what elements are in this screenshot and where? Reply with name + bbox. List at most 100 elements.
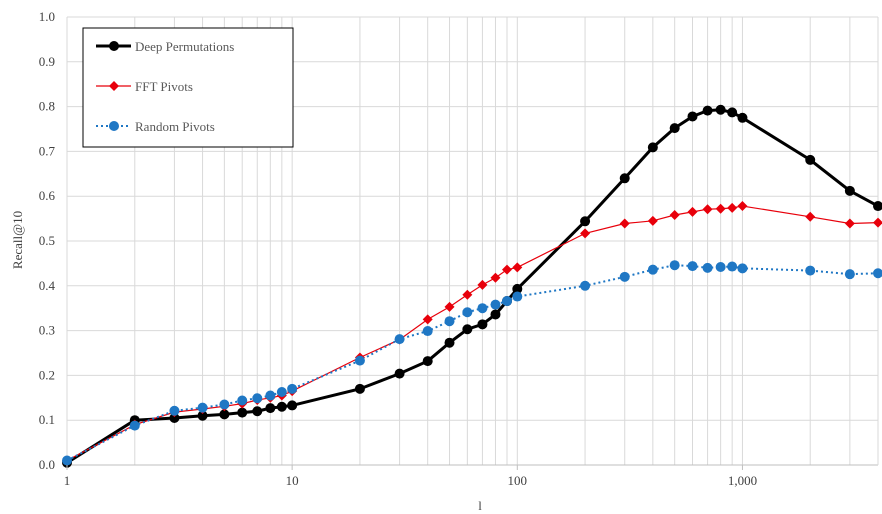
y-tick-label: 0.2 xyxy=(39,367,55,382)
y-tick-label: 0.5 xyxy=(39,233,55,248)
data-point xyxy=(805,211,816,222)
data-point xyxy=(444,301,455,312)
y-tick-label: 0.4 xyxy=(39,278,56,293)
data-point xyxy=(462,324,473,335)
x-tick-label: 1 xyxy=(64,473,71,488)
data-point xyxy=(477,303,488,314)
data-point xyxy=(702,105,713,116)
data-point xyxy=(129,420,140,431)
y-tick-label: 0.7 xyxy=(39,143,56,158)
series-layer xyxy=(62,104,882,468)
data-point xyxy=(512,262,523,273)
x-tick-labels: 1 10 100 1,000 xyxy=(64,465,757,488)
legend-marker xyxy=(109,81,119,91)
data-point xyxy=(844,218,855,229)
data-point xyxy=(580,228,591,239)
data-point xyxy=(619,173,630,184)
data-point xyxy=(873,201,882,212)
data-point xyxy=(252,393,263,404)
data-point xyxy=(737,263,748,274)
data-point xyxy=(490,309,501,320)
data-point xyxy=(62,455,72,466)
grid xyxy=(66,16,879,466)
legend-marker xyxy=(109,121,119,131)
data-point xyxy=(512,291,523,302)
data-point xyxy=(169,412,180,423)
data-point xyxy=(619,218,630,229)
data-point xyxy=(844,269,855,280)
series-line xyxy=(66,264,879,462)
data-point xyxy=(490,299,501,310)
data-point xyxy=(197,402,208,413)
data-point xyxy=(805,265,816,276)
data-point xyxy=(737,112,748,123)
data-point xyxy=(287,383,298,394)
data-point xyxy=(276,401,287,412)
data-point xyxy=(394,368,405,379)
data-point xyxy=(252,406,263,417)
y-tick-label: 0.9 xyxy=(39,54,55,69)
y-tick-label: 0.3 xyxy=(39,323,55,338)
data-point xyxy=(169,405,180,416)
data-point xyxy=(844,185,855,196)
series-line xyxy=(66,205,879,462)
data-point xyxy=(647,142,658,153)
legend-marker xyxy=(109,41,119,51)
data-point xyxy=(444,316,455,327)
legend-entry: Deep Permutations xyxy=(96,39,234,54)
data-point xyxy=(727,202,738,213)
data-point xyxy=(619,271,630,282)
y-axis-title: Recall@10 xyxy=(10,211,25,269)
data-point xyxy=(462,307,473,318)
data-point xyxy=(237,407,248,418)
data-point xyxy=(512,283,523,294)
data-point xyxy=(265,390,276,401)
data-point xyxy=(501,296,512,307)
data-point xyxy=(422,314,433,325)
y-tick-label: 0.6 xyxy=(39,188,56,203)
data-point xyxy=(727,261,738,272)
data-point xyxy=(501,264,512,275)
y-tick-label: 1.0 xyxy=(39,9,55,24)
y-tick-label: 0.0 xyxy=(39,457,55,472)
data-point xyxy=(354,355,365,366)
data-point xyxy=(197,410,208,421)
legend-label: Deep Permutations xyxy=(135,39,234,54)
data-point xyxy=(477,319,488,330)
series-random-pivots xyxy=(62,260,882,466)
data-point xyxy=(219,399,230,410)
data-point xyxy=(715,104,726,115)
data-point xyxy=(805,154,816,165)
data-point xyxy=(647,215,658,226)
data-point xyxy=(669,123,680,134)
data-point xyxy=(580,280,591,291)
y-tick-label: 0.1 xyxy=(39,412,55,427)
data-point xyxy=(394,334,405,345)
data-point xyxy=(444,337,455,348)
x-tick-label: 10 xyxy=(286,473,299,488)
data-point xyxy=(715,203,726,214)
legend-label: Random Pivots xyxy=(135,119,215,134)
data-point xyxy=(647,264,658,275)
legend-entry: Random Pivots xyxy=(96,119,215,134)
legend: Deep Permutations FFT Pivots Random Pivots xyxy=(82,27,294,148)
data-point xyxy=(237,395,248,406)
data-point xyxy=(669,260,680,271)
x-tick-label: 1,000 xyxy=(728,473,757,488)
data-point xyxy=(715,261,726,272)
y-tick-label: 0.8 xyxy=(39,99,55,114)
data-point xyxy=(687,111,698,122)
data-point xyxy=(354,383,365,394)
data-point xyxy=(422,356,433,367)
data-point xyxy=(727,107,738,118)
x-tick-label: 100 xyxy=(508,473,528,488)
data-point xyxy=(873,268,882,279)
data-point xyxy=(873,217,882,228)
data-point xyxy=(702,204,713,215)
x-axis-title: l xyxy=(478,498,482,513)
data-point xyxy=(669,210,680,221)
data-point xyxy=(687,206,698,217)
data-point xyxy=(702,262,713,273)
data-point xyxy=(477,279,488,290)
